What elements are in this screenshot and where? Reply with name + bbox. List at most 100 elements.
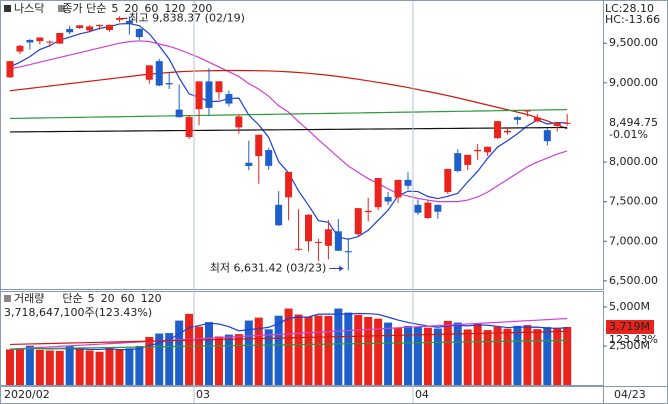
ma-line <box>9 108 568 120</box>
volume-bar <box>75 347 84 385</box>
candle-body <box>6 61 14 78</box>
candle-body <box>115 18 123 20</box>
candle-body <box>563 122 571 124</box>
volume-bar <box>15 348 24 385</box>
candle-body <box>414 204 422 213</box>
volume-bar <box>25 345 34 385</box>
candle-body <box>135 28 143 38</box>
hc-label: HC:-13.66 <box>605 13 660 26</box>
candle-body <box>533 117 541 122</box>
candle-body <box>513 117 521 120</box>
candle-body <box>26 39 34 43</box>
volume-bar <box>473 323 482 385</box>
candle-body <box>195 81 203 110</box>
candle-body <box>155 61 163 86</box>
ma-line <box>9 339 568 350</box>
last-volume-label: 3,719M <box>609 320 650 333</box>
candle-body <box>454 153 462 171</box>
candle-body <box>394 179 402 198</box>
y-tick-label: 5,000M <box>609 300 650 313</box>
candle-body <box>285 171 293 198</box>
candle-body <box>245 162 253 166</box>
candle-body <box>364 210 372 213</box>
volume-bar <box>423 327 432 385</box>
x-tick-label: 2020/02 <box>4 388 50 401</box>
candle-body <box>334 231 342 251</box>
candle-body <box>275 204 283 226</box>
candle-body <box>185 117 193 137</box>
candle-body <box>125 20 133 24</box>
candle-body <box>553 122 561 126</box>
candle-body <box>225 94 233 104</box>
legend-icon <box>4 295 11 302</box>
candle-body <box>314 242 322 244</box>
ma-line <box>9 126 568 133</box>
candle-body <box>175 109 183 118</box>
candle-body <box>444 168 452 193</box>
candle-body <box>205 81 213 108</box>
volume-bar <box>523 325 532 385</box>
volume-bar <box>483 330 492 385</box>
volume-bar <box>493 326 502 385</box>
volume-bar <box>513 325 522 385</box>
volume-bar <box>264 329 273 385</box>
volume-bar <box>503 328 512 385</box>
volume-bar <box>334 308 343 385</box>
volume-bar <box>314 315 323 385</box>
candle-body <box>494 121 502 139</box>
candle-body <box>235 116 243 128</box>
legend-entry: 5 <box>111 2 118 15</box>
volume-bar <box>45 350 54 385</box>
volume-summary: 3,718,647,100주(123.43%) <box>4 306 152 319</box>
candle-body <box>354 208 362 235</box>
low-annotation: 최저 6,631.42 (03/23) <box>210 261 327 274</box>
candle-body <box>16 45 24 52</box>
last-price-label: 8,494.75 <box>609 116 658 129</box>
candle-body <box>344 251 352 253</box>
ma-label: 단순 <box>62 292 82 305</box>
volume-bar <box>304 316 313 385</box>
lc-label: LC:28.10 <box>605 2 654 15</box>
volume-bar <box>284 308 293 385</box>
candle-body <box>255 134 263 157</box>
high-annotation: 최고 9,838.37 (02/19) <box>128 11 245 24</box>
volume-bar <box>413 326 422 385</box>
chart-title: 거래량 <box>14 292 44 305</box>
volume-bar <box>155 333 164 385</box>
legend-entry: 5 <box>88 292 95 305</box>
legend-entry: 60 <box>121 292 135 305</box>
ma-line <box>9 317 568 350</box>
volume-bar <box>354 314 363 385</box>
volume-bar <box>85 350 94 385</box>
candle-body <box>56 32 64 44</box>
volume-bar <box>65 345 74 385</box>
volume-bar <box>214 336 223 385</box>
volume-bar <box>404 326 412 385</box>
volume-bar <box>35 349 44 385</box>
volume-bar <box>364 316 373 385</box>
ratio-label: 123.43% <box>609 333 658 346</box>
candle-body <box>66 28 74 33</box>
volume-bar <box>443 320 452 385</box>
y-tick-label: 2,500M <box>609 339 650 352</box>
candle-body <box>305 214 312 242</box>
last-volume-box <box>606 319 654 334</box>
volume-bar <box>543 327 552 385</box>
volume-bar <box>463 329 472 385</box>
legend-entry: 20 <box>101 292 115 305</box>
candle-body <box>145 65 153 80</box>
volume-bar <box>563 326 572 385</box>
legend-entry: 60 <box>144 2 158 15</box>
volume-bar <box>294 314 303 385</box>
volume-bar <box>165 333 174 385</box>
volume-bar <box>95 351 104 385</box>
y-tick-label: 9,500.00 <box>609 36 658 49</box>
y-tick-label: 7,500.00 <box>609 195 658 208</box>
ma-line <box>9 330 568 346</box>
annotation-arrow-head <box>339 265 344 272</box>
candle-body <box>36 37 44 42</box>
candle-body <box>295 248 303 250</box>
y-tick-label: 6,500.00 <box>609 274 658 287</box>
volume-bar <box>205 322 213 385</box>
